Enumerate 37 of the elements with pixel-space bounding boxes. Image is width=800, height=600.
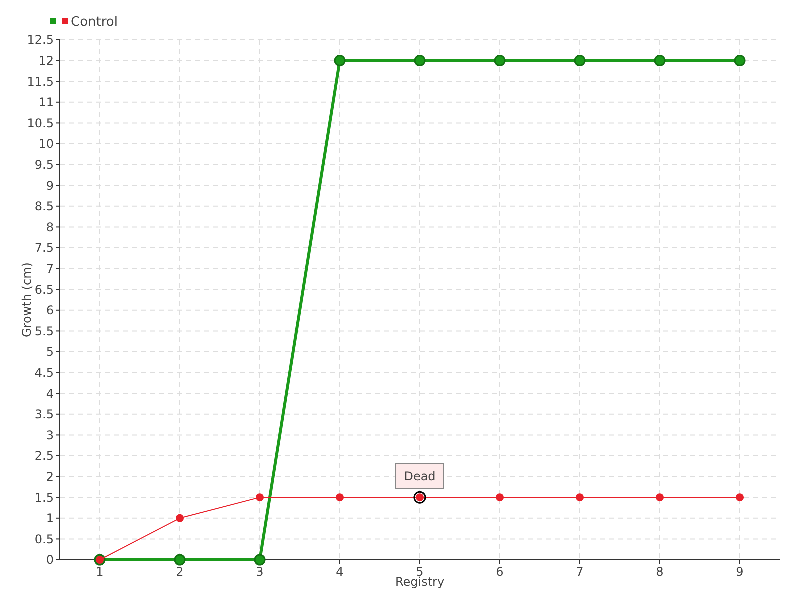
y-tick-label: 8 xyxy=(46,220,54,234)
y-tick-label: 3 xyxy=(46,428,54,442)
y-tick-label: 10 xyxy=(38,137,54,152)
x-tick-label: 8 xyxy=(656,565,664,579)
legend-label: Control xyxy=(71,15,118,30)
y-tick-label: 1.5 xyxy=(34,490,54,505)
y-tick-label: 12 xyxy=(38,54,54,68)
x-tick-label: 2 xyxy=(176,565,184,579)
annotation: Dead xyxy=(404,470,436,484)
y-tick-label: 5.5 xyxy=(34,324,54,338)
y-tick-label: 6.5 xyxy=(34,282,54,297)
x-tick-label: 4 xyxy=(336,565,344,579)
y-tick-label: 12.5 xyxy=(27,33,54,48)
y-tick-label: 10.5 xyxy=(27,116,54,130)
y-tick-label: 7.5 xyxy=(34,241,54,256)
y-tick-label: 2 xyxy=(46,470,54,484)
y-tick-label: 4.5 xyxy=(34,366,54,380)
x-tick-label: 1 xyxy=(96,565,104,579)
y-tick-label: 3.5 xyxy=(34,408,54,422)
y-tick-label: 11 xyxy=(38,96,54,110)
x-tick-label: 7 xyxy=(576,565,584,579)
y-tick-label: 1 xyxy=(46,512,54,526)
y-tick-label: 0 xyxy=(46,553,54,568)
y-tick-label: 11.5 xyxy=(27,74,54,89)
y-tick-label: 9 xyxy=(46,178,54,193)
y-tick-label: 6 xyxy=(46,304,54,318)
x-tick-label: 9 xyxy=(736,565,744,579)
y-tick-label: 8.5 xyxy=(34,200,54,214)
y-tick-label: 0.5 xyxy=(34,532,54,546)
y-tick-label: 9.5 xyxy=(34,158,54,172)
y-tick-label: 7 xyxy=(46,262,54,276)
x-tick-label: 3 xyxy=(256,565,264,579)
x-tick-label: 6 xyxy=(496,565,504,579)
y-tick-label: 2.5 xyxy=(34,449,54,464)
y-tick-label: 5 xyxy=(46,345,54,360)
y-tick-label: 4 xyxy=(46,386,54,401)
y-axis-title: Growth (cm) xyxy=(20,262,34,338)
